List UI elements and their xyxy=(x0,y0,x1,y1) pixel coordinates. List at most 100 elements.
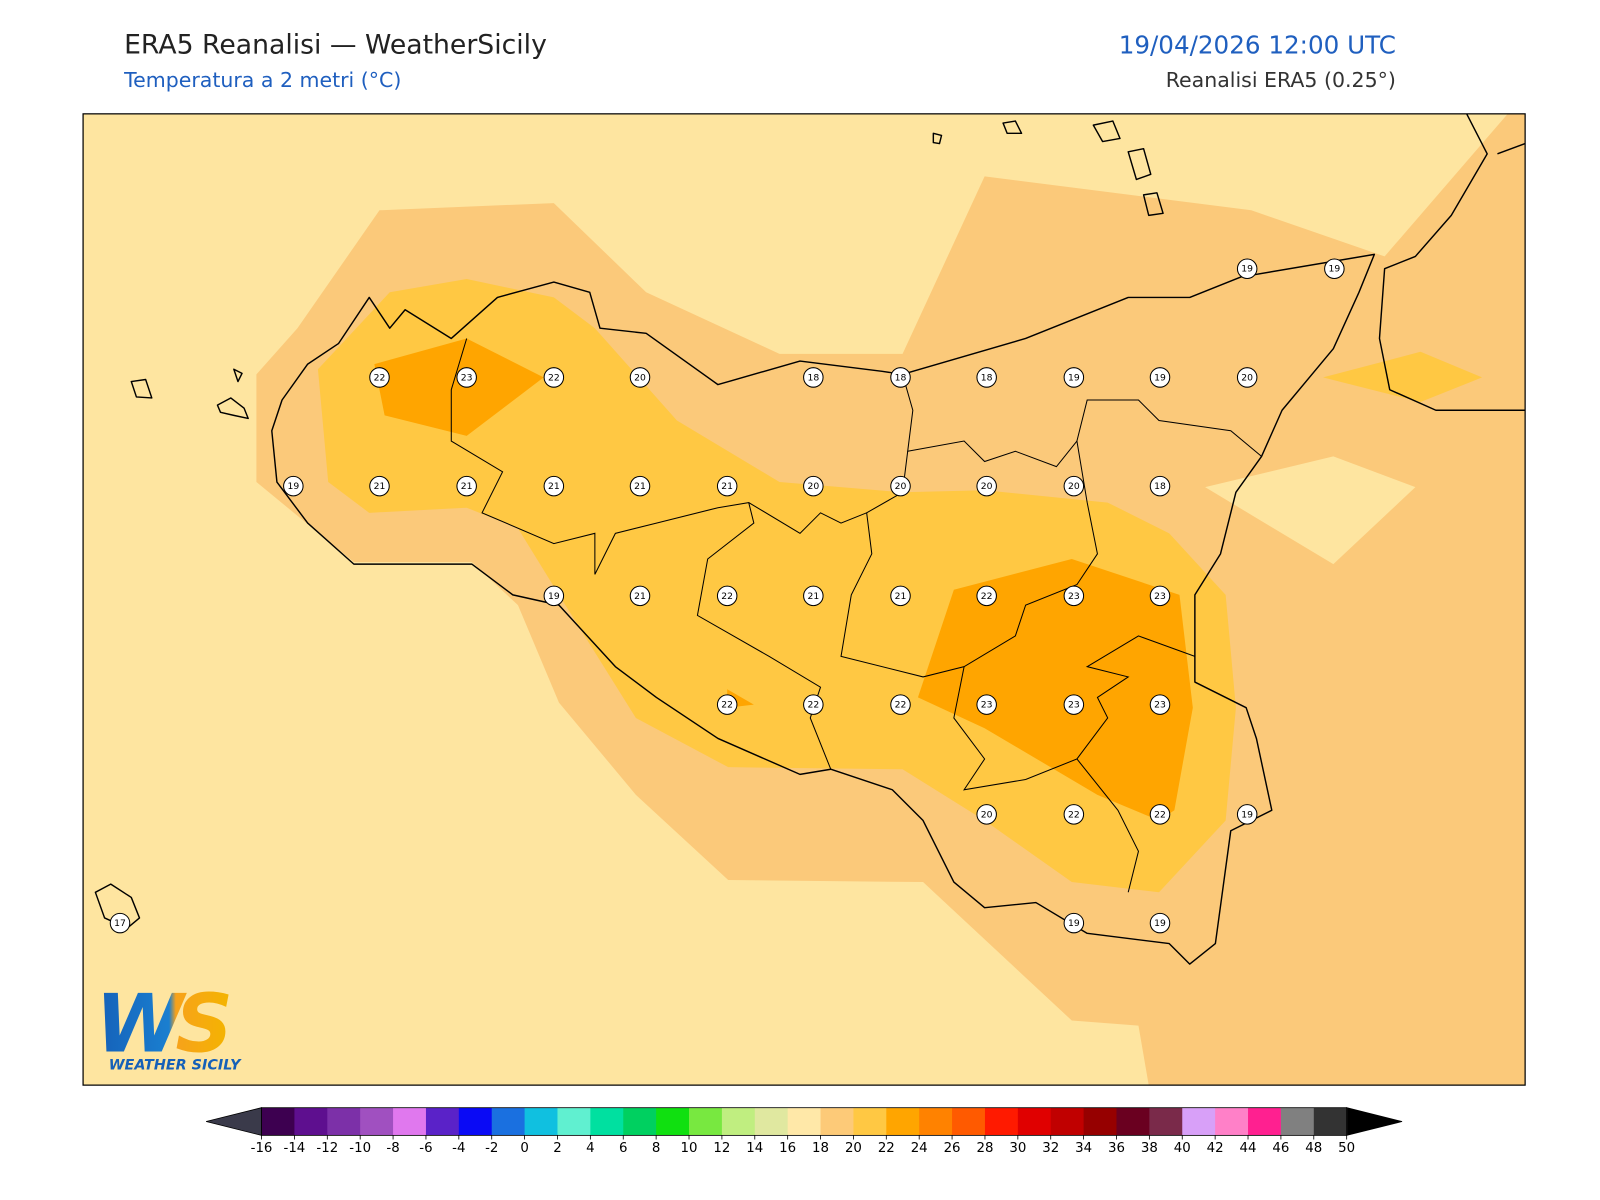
station-marker xyxy=(109,912,131,934)
colorbar-swatch xyxy=(294,1107,328,1136)
colorbar-tick-label: -2 xyxy=(485,1141,498,1156)
station-marker xyxy=(1149,694,1171,715)
island xyxy=(1002,120,1023,135)
colorbar-tick-label: 30 xyxy=(1009,1141,1026,1156)
colorbar-tick-label: 16 xyxy=(779,1141,796,1156)
title: ERA5 Reanalisi — WeatherSicily xyxy=(124,29,547,60)
colorbar-tick-label: 12 xyxy=(713,1141,730,1156)
colorbar-swatch xyxy=(1215,1107,1249,1136)
colorbar-tick-label: -6 xyxy=(419,1141,432,1156)
island xyxy=(94,883,141,929)
colorbar-swatch xyxy=(820,1107,854,1136)
colorbar-tick-label: 40 xyxy=(1174,1141,1191,1156)
station-marker xyxy=(283,475,304,497)
colorbar-swatch xyxy=(261,1107,295,1136)
station-value: 20 xyxy=(895,481,907,492)
colorbar-swatch xyxy=(886,1107,920,1136)
colorbar-swatch xyxy=(1248,1107,1282,1136)
station-marker xyxy=(543,475,565,497)
station-value: 22 xyxy=(721,591,733,602)
station-marker xyxy=(1149,804,1171,825)
colorbar-tick-label: 28 xyxy=(976,1141,993,1156)
colorbar-tick-label: 32 xyxy=(1042,1141,1059,1156)
colorbar-swatch xyxy=(689,1107,723,1136)
sicily-coast xyxy=(271,253,1376,965)
island xyxy=(1127,147,1152,181)
station-value: 21 xyxy=(461,481,473,492)
colorbar-swatch xyxy=(425,1107,460,1136)
station-marker xyxy=(629,585,651,607)
station-marker xyxy=(890,367,911,388)
station-value: 19 xyxy=(287,481,299,492)
station-value: 19 xyxy=(1154,918,1166,929)
colorbar-tick-label: -12 xyxy=(316,1141,338,1156)
station-value: 23 xyxy=(461,372,473,383)
province-border xyxy=(902,374,1078,468)
station-value: 22 xyxy=(548,372,560,383)
colorbar-swatch xyxy=(393,1107,427,1136)
colorbar-tick-label: 50 xyxy=(1338,1141,1355,1156)
station-marker xyxy=(803,694,824,715)
station-value: 17 xyxy=(114,918,126,929)
station-marker xyxy=(1063,475,1085,497)
field-20-22 xyxy=(1323,351,1483,403)
colorbar-tick-label: 14 xyxy=(746,1141,763,1156)
station-value: 21 xyxy=(721,481,733,492)
station-marker xyxy=(716,475,738,497)
station-marker xyxy=(456,367,477,388)
colorbar-tick-label: 26 xyxy=(944,1141,961,1156)
station-value: 20 xyxy=(1241,372,1253,383)
colorbar-swatch xyxy=(1313,1107,1348,1136)
station-value: 18 xyxy=(807,372,819,383)
station-value: 20 xyxy=(1068,481,1080,492)
island xyxy=(1142,192,1164,217)
station-value: 22 xyxy=(721,700,733,711)
colorbar-swatch xyxy=(721,1107,756,1136)
field-22-24 xyxy=(374,338,544,436)
colorbar-over xyxy=(1346,1107,1403,1136)
calabria-coast xyxy=(1497,142,1526,155)
station-value: 21 xyxy=(634,481,646,492)
station-value: 23 xyxy=(1068,591,1080,602)
station-value: 18 xyxy=(895,372,907,383)
colorbar-tick-label: -4 xyxy=(452,1141,465,1156)
province-border xyxy=(953,635,1196,791)
colorbar-swatch xyxy=(656,1107,690,1136)
station-marker xyxy=(976,585,997,607)
station-marker xyxy=(1149,475,1171,497)
colorbar: -16 -14 -12 -10 -8 -6 -4 -2 0 2 4 6 8 10 12 14 16 18 20 22 2… xyxy=(206,1107,1403,1156)
island xyxy=(216,397,249,420)
station-marker xyxy=(803,585,824,607)
colorbar-swatch xyxy=(491,1107,526,1136)
colorbar-frame xyxy=(261,1107,1348,1136)
colorbar-swatch xyxy=(1280,1107,1315,1136)
station-value: 21 xyxy=(548,481,560,492)
colorbar-swatch xyxy=(623,1107,657,1136)
colorbar-tick-label: 38 xyxy=(1141,1141,1158,1156)
station-value: 22 xyxy=(895,700,907,711)
station-value: 23 xyxy=(1154,700,1166,711)
stations: 19 19 22 23 22 20 18 18 18 19 19 20 19 21 21 21 21 21 20 20… xyxy=(109,258,1345,934)
colorbar-swatch xyxy=(327,1107,361,1136)
station-marker xyxy=(1063,694,1085,715)
colorbar-swatch xyxy=(1050,1107,1085,1136)
station-marker xyxy=(629,367,651,388)
colorbar-swatch xyxy=(952,1107,986,1136)
station-marker xyxy=(976,694,997,715)
colorbar-swatch xyxy=(754,1107,789,1136)
station-value: 19 xyxy=(1328,264,1340,275)
station-value: 21 xyxy=(807,591,819,602)
colorbar-swatch xyxy=(524,1107,558,1136)
station-value: 19 xyxy=(1241,809,1253,820)
station-value: 19 xyxy=(548,591,560,602)
island xyxy=(130,378,153,399)
colorbar-tick-label: 34 xyxy=(1075,1141,1092,1156)
station-value: 21 xyxy=(895,591,907,602)
station-value: 22 xyxy=(374,372,386,383)
colorbar-swatch xyxy=(984,1107,1019,1136)
station-marker xyxy=(369,367,390,388)
station-value: 18 xyxy=(981,372,993,383)
station-value: 19 xyxy=(1241,264,1253,275)
colorbar-swatch xyxy=(853,1107,887,1136)
